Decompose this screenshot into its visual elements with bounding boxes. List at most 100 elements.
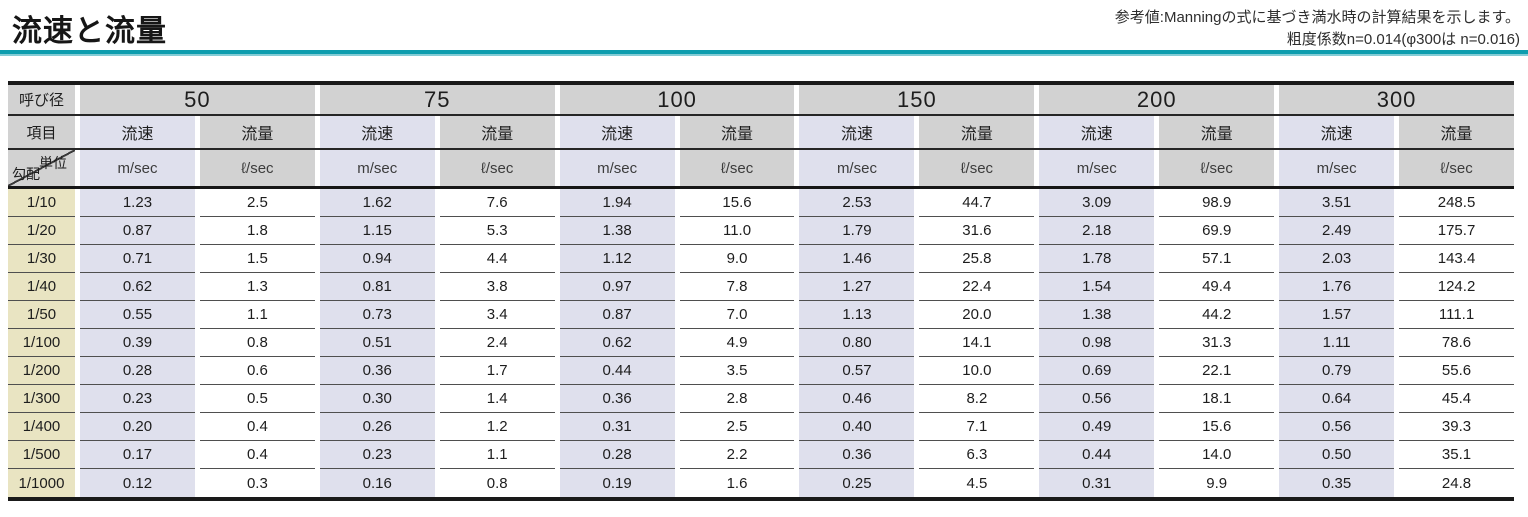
velocity-header: 流速 [1039,116,1155,148]
unit-slope-corner-cell: 単位 勾配 [8,150,75,186]
diameter-header-100: 100 [559,85,795,114]
velocity-value: 0.30 [319,385,435,413]
flow-unit: ℓ/sec [439,150,555,186]
velocity-value: 0.16 [319,469,435,497]
table-row: 1/1000 0.12 0.3 0.16 0.8 0.19 1.6 0.25 4… [8,469,1514,497]
velocity-value: 1.62 [319,189,435,217]
velocity-unit: m/sec [1279,150,1395,186]
diameter-header-50: 50 [80,85,315,114]
flow-value: 1.6 [679,469,795,497]
reference-note: 参考値:Manningの式に基づき満水時の計算結果を示します。 粗度係数n=0.… [1115,6,1520,51]
flow-value: 10.0 [919,357,1035,385]
velocity-value: 0.36 [799,441,915,469]
velocity-value: 0.98 [1039,329,1155,357]
velocity-value: 0.80 [799,329,915,357]
slope-cell: 1/40 [8,273,75,301]
velocity-value: 0.28 [559,441,675,469]
velocity-value: 0.17 [80,441,195,469]
flow-value: 22.1 [1159,357,1275,385]
slope-cell: 1/20 [8,217,75,245]
flow-value: 9.9 [1159,469,1275,497]
velocity-value: 1.38 [1039,301,1155,329]
velocity-value: 0.87 [80,217,195,245]
flow-unit: ℓ/sec [1399,150,1514,186]
velocity-value: 0.23 [319,441,435,469]
velocity-value: 0.56 [1279,413,1395,441]
diameter-header-300: 300 [1279,85,1514,114]
flow-value: 4.4 [439,245,555,273]
flow-value: 11.0 [679,217,795,245]
flow-value: 31.3 [1159,329,1275,357]
slope-cell: 1/10 [8,189,75,217]
slope-cell: 1/1000 [8,469,75,497]
velocity-value: 1.57 [1279,301,1395,329]
flow-value: 4.9 [679,329,795,357]
flow-value: 14.0 [1159,441,1275,469]
flow-value: 78.6 [1399,329,1514,357]
flow-value: 39.3 [1399,413,1514,441]
flow-value: 248.5 [1399,189,1514,217]
velocity-value: 0.19 [559,469,675,497]
teal-divider-rule [0,50,1528,56]
velocity-value: 0.73 [319,301,435,329]
table-row: 1/50 0.55 1.1 0.73 3.4 0.87 7.0 1.13 20.… [8,301,1514,329]
flow-value: 3.4 [439,301,555,329]
velocity-value: 0.20 [80,413,195,441]
diameter-header-200: 200 [1039,85,1275,114]
flow-header: 流量 [919,116,1035,148]
reference-note-line1: 参考値:Manningの式に基づき満水時の計算結果を示します。 [1114,9,1520,26]
slope-cell: 1/200 [8,357,75,385]
flow-value: 0.8 [439,469,555,497]
velocity-header: 流速 [1279,116,1395,148]
flow-value: 7.1 [919,413,1035,441]
velocity-value: 0.28 [80,357,195,385]
velocity-value: 2.53 [799,189,915,217]
velocity-value: 0.81 [319,273,435,301]
flow-table: 呼び径 50 75 100 150 200 300 項目 流速 流量 流速 流量… [8,81,1514,501]
table-row: 1/400 0.20 0.4 0.26 1.2 0.31 2.5 0.40 7.… [8,413,1514,441]
flow-value: 1.1 [439,441,555,469]
velocity-unit: m/sec [1039,150,1155,186]
corner-diameter-label: 呼び径 [8,85,75,114]
velocity-header: 流速 [80,116,195,148]
flow-value: 124.2 [1399,273,1514,301]
flow-value: 44.7 [919,189,1035,217]
flow-header: 流量 [1159,116,1275,148]
velocity-value: 0.87 [559,301,675,329]
flow-value: 55.6 [1399,357,1514,385]
flow-value: 8.2 [919,385,1035,413]
velocity-value: 0.35 [1279,469,1395,497]
velocity-value: 1.94 [559,189,675,217]
velocity-value: 0.26 [319,413,435,441]
diameter-header-row: 呼び径 50 75 100 150 200 300 [8,85,1514,116]
flow-value: 22.4 [919,273,1035,301]
flow-value: 6.3 [919,441,1035,469]
velocity-value: 0.44 [1039,441,1155,469]
flow-unit: ℓ/sec [919,150,1035,186]
velocity-value: 0.97 [559,273,675,301]
flow-value: 9.0 [679,245,795,273]
diameter-header-150: 150 [799,85,1035,114]
table-row: 1/200 0.28 0.6 0.36 1.7 0.44 3.5 0.57 10… [8,357,1514,385]
velocity-value: 0.36 [319,357,435,385]
flow-value: 0.3 [199,469,315,497]
velocity-unit: m/sec [799,150,915,186]
flow-value: 31.6 [919,217,1035,245]
flow-value: 7.0 [679,301,795,329]
flow-header: 流量 [1399,116,1514,148]
page-title: 流速と流量 [12,15,167,48]
table-row: 1/30 0.71 1.5 0.94 4.4 1.12 9.0 1.46 25.… [8,245,1514,273]
flow-value: 14.1 [919,329,1035,357]
velocity-value: 0.71 [80,245,195,273]
flow-value: 0.8 [199,329,315,357]
flow-value: 0.4 [199,441,315,469]
velocity-value: 0.79 [1279,357,1395,385]
corner-item-label: 項目 [8,116,75,148]
flow-value: 49.4 [1159,273,1275,301]
flow-value: 7.8 [679,273,795,301]
velocity-value: 0.23 [80,385,195,413]
flow-value: 2.5 [679,413,795,441]
unit-header-row: 単位 勾配 m/sec ℓ/sec m/sec ℓ/sec m/sec ℓ/se… [8,150,1514,189]
flow-value: 4.5 [919,469,1035,497]
velocity-value: 0.64 [1279,385,1395,413]
